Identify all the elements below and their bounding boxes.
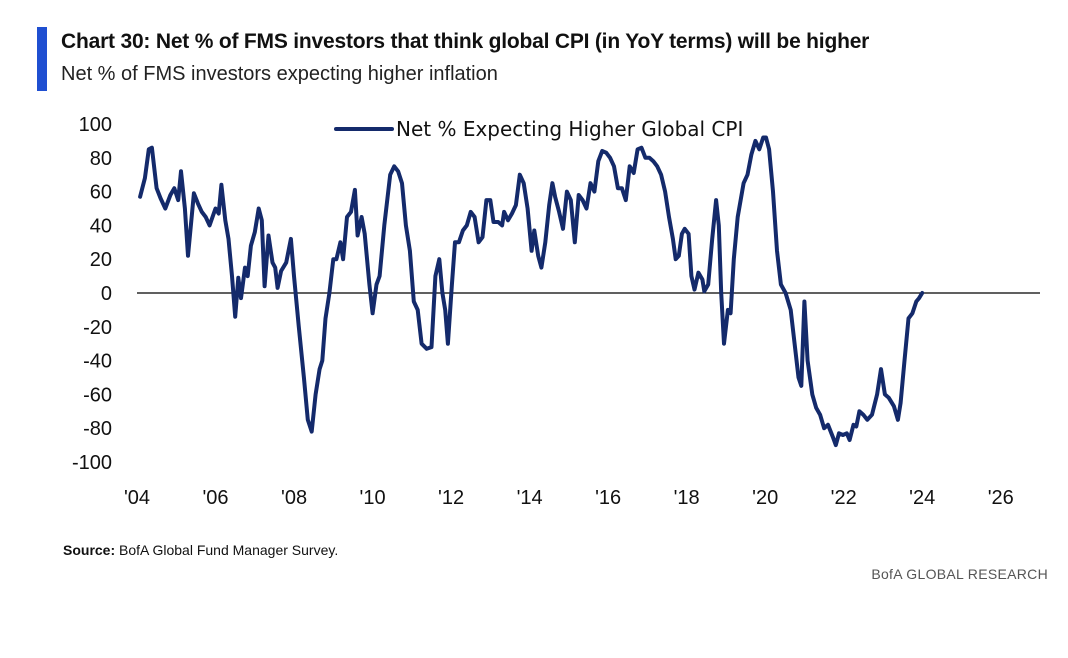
x-tick-label: '14 [517,487,543,509]
x-tick-label: '22 [831,487,857,509]
y-tick-label: 60 [90,182,112,204]
x-tick-label: '06 [202,487,228,509]
x-tick-label: '12 [438,487,464,509]
x-tick-label: '26 [988,487,1014,509]
y-tick-label: -100 [72,452,112,474]
y-tick-label: -40 [83,351,112,373]
source-label: Source: [63,542,116,558]
chart-title: Chart 30: Net % of FMS investors that th… [61,30,870,53]
legend-label: Net % Expecting Higher Global CPI [396,117,743,141]
y-tick-label: 40 [90,215,112,237]
y-tick-label: -80 [83,418,112,440]
y-tick-label: -60 [83,384,112,406]
y-tick-label: 20 [90,249,112,271]
chart-subtitle: Net % of FMS investors expecting higher … [61,63,498,85]
source-note: Source: BofA Global Fund Manager Survey. [63,542,338,558]
x-tick-label: '20 [752,487,778,509]
y-tick-label: 80 [90,148,112,170]
source-text: BofA Global Fund Manager Survey. [119,542,339,558]
series-line [138,135,925,448]
x-tick-label: '18 [674,487,700,509]
x-tick-label: '10 [360,487,386,509]
x-tick-label: '04 [124,487,150,509]
y-tick-label: -20 [83,317,112,339]
brand-label: BofA GLOBAL RESEARCH [871,566,1048,582]
title-accent-bar [37,27,47,91]
x-tick-label: '08 [281,487,307,509]
y-tick-label: 100 [79,114,112,136]
x-tick-label: '24 [909,487,935,509]
x-tick-label: '16 [595,487,621,509]
y-tick-label: 0 [101,283,112,305]
